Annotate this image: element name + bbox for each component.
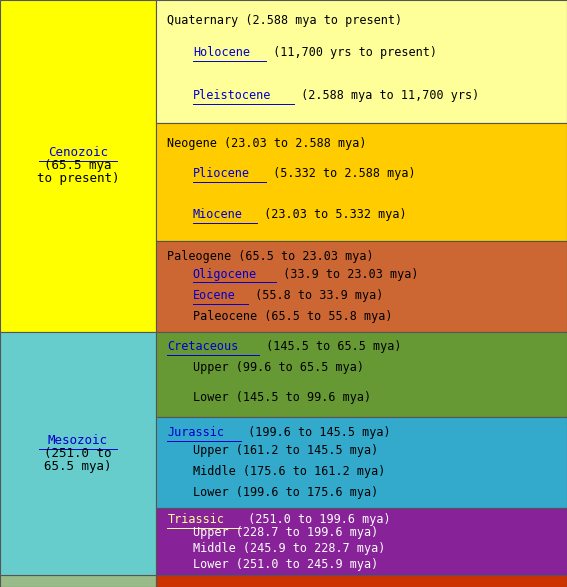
Text: Middle (175.6 to 161.2 mya): Middle (175.6 to 161.2 mya) xyxy=(193,465,385,478)
Text: 65.5 mya): 65.5 mya) xyxy=(44,460,112,473)
Text: (23.03 to 5.332 mya): (23.03 to 5.332 mya) xyxy=(257,208,407,221)
Bar xyxy=(156,0,567,123)
Text: Paleocene (65.5 to 55.8 mya): Paleocene (65.5 to 55.8 mya) xyxy=(193,310,392,323)
Text: Jurassic: Jurassic xyxy=(167,426,225,438)
Text: Pleistocene: Pleistocene xyxy=(193,89,271,102)
Text: Cenozoic: Cenozoic xyxy=(48,146,108,160)
Text: Miocene: Miocene xyxy=(193,208,243,221)
Text: (33.9 to 23.03 mya): (33.9 to 23.03 mya) xyxy=(276,268,418,281)
Bar xyxy=(156,575,567,587)
Text: Mesozoic: Mesozoic xyxy=(48,434,108,447)
Text: Cretaceous: Cretaceous xyxy=(167,340,239,353)
Text: Oligocene: Oligocene xyxy=(193,268,257,281)
Text: Lower (199.6 to 175.6 mya): Lower (199.6 to 175.6 mya) xyxy=(193,486,378,499)
Text: (251.0 to: (251.0 to xyxy=(44,447,112,460)
Text: Neogene (23.03 to 2.588 mya): Neogene (23.03 to 2.588 mya) xyxy=(167,137,367,150)
Text: Paleogene (65.5 to 23.03 mya): Paleogene (65.5 to 23.03 mya) xyxy=(167,249,374,262)
Bar xyxy=(156,417,567,508)
Text: Pliocene: Pliocene xyxy=(193,167,250,180)
Text: Upper (99.6 to 65.5 mya): Upper (99.6 to 65.5 mya) xyxy=(193,362,364,375)
Text: Upper (161.2 to 145.5 mya): Upper (161.2 to 145.5 mya) xyxy=(193,444,378,457)
Text: (2.588 mya to 11,700 yrs): (2.588 mya to 11,700 yrs) xyxy=(294,89,479,102)
Text: Quaternary (2.588 mya to present): Quaternary (2.588 mya to present) xyxy=(167,15,403,28)
Text: (145.5 to 65.5 mya): (145.5 to 65.5 mya) xyxy=(259,340,401,353)
Text: Upper (228.7 to 199.6 mya): Upper (228.7 to 199.6 mya) xyxy=(193,526,378,539)
Text: Lower (251.0 to 245.9 mya): Lower (251.0 to 245.9 mya) xyxy=(193,558,378,571)
Text: Middle (245.9 to 228.7 mya): Middle (245.9 to 228.7 mya) xyxy=(193,542,385,555)
Text: Lower (145.5 to 99.6 mya): Lower (145.5 to 99.6 mya) xyxy=(193,391,371,404)
Text: Triassic: Triassic xyxy=(167,512,225,526)
Text: (5.332 to 2.588 mya): (5.332 to 2.588 mya) xyxy=(266,167,416,180)
Bar xyxy=(0,332,156,575)
Text: Eocene: Eocene xyxy=(193,289,235,302)
Bar xyxy=(156,332,567,417)
Text: (65.5 mya: (65.5 mya xyxy=(44,159,112,173)
Text: (55.8 to 33.9 mya): (55.8 to 33.9 mya) xyxy=(248,289,383,302)
Bar xyxy=(0,0,156,332)
Bar xyxy=(156,123,567,241)
Bar xyxy=(0,575,156,587)
Text: (199.6 to 145.5 mya): (199.6 to 145.5 mya) xyxy=(241,426,391,438)
Text: Holocene: Holocene xyxy=(193,46,250,59)
Text: (251.0 to 199.6 mya): (251.0 to 199.6 mya) xyxy=(241,512,391,526)
Text: (11,700 yrs to present): (11,700 yrs to present) xyxy=(266,46,437,59)
Text: to present): to present) xyxy=(37,172,119,185)
Bar xyxy=(156,241,567,332)
Bar xyxy=(156,508,567,575)
